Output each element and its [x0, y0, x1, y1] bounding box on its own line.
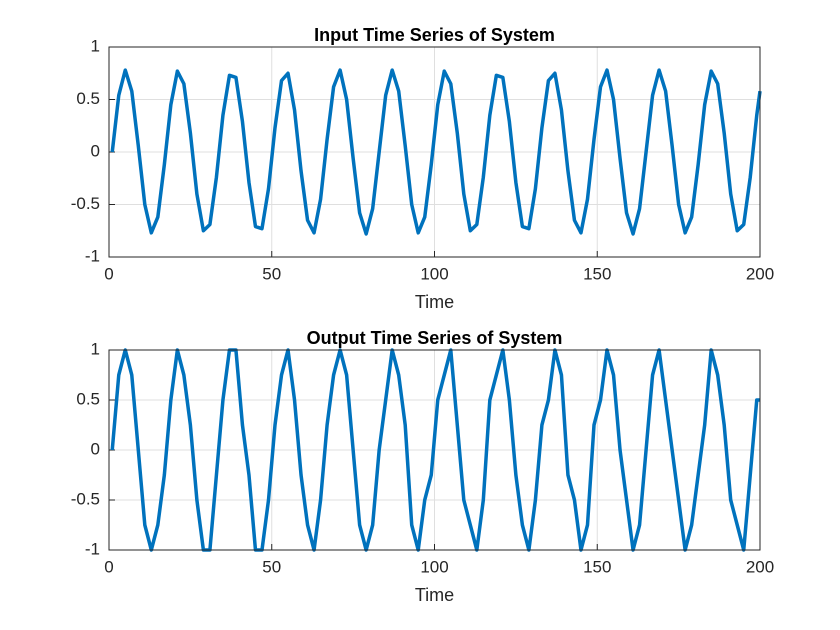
data-line	[110, 68, 762, 236]
axes-box	[108, 46, 761, 258]
y-tick-label: -0.5	[71, 489, 100, 508]
y-tick-label: -1	[85, 539, 100, 558]
y-tick-label: -1	[85, 246, 100, 265]
data-line	[110, 348, 760, 552]
x-tick-label: 100	[420, 557, 448, 576]
x-tick-label: 150	[583, 557, 611, 576]
x-tick-label: 0	[104, 557, 113, 576]
x-tick-label: 200	[746, 264, 774, 283]
y-tick-label: 0.5	[76, 389, 100, 408]
x-axis-label: Time	[415, 585, 454, 605]
y-tick-label: 1	[91, 36, 100, 55]
y-tick-label: 1	[91, 339, 100, 358]
x-axis-label: Time	[415, 292, 454, 312]
x-tick-label: 150	[583, 264, 611, 283]
y-tick-label: 0	[91, 141, 100, 160]
axes-box	[108, 349, 761, 551]
y-tick-label: -0.5	[71, 194, 100, 213]
x-tick-label: 100	[420, 264, 448, 283]
x-tick-label: 200	[746, 557, 774, 576]
x-tick-label: 0	[104, 264, 113, 283]
chart-title: Input Time Series of System	[314, 25, 555, 45]
y-tick-label: 0	[91, 439, 100, 458]
x-tick-label: 50	[262, 264, 281, 283]
y-tick-label: 0.5	[76, 89, 100, 108]
x-tick-label: 50	[262, 557, 281, 576]
chart-title: Output Time Series of System	[307, 328, 563, 348]
